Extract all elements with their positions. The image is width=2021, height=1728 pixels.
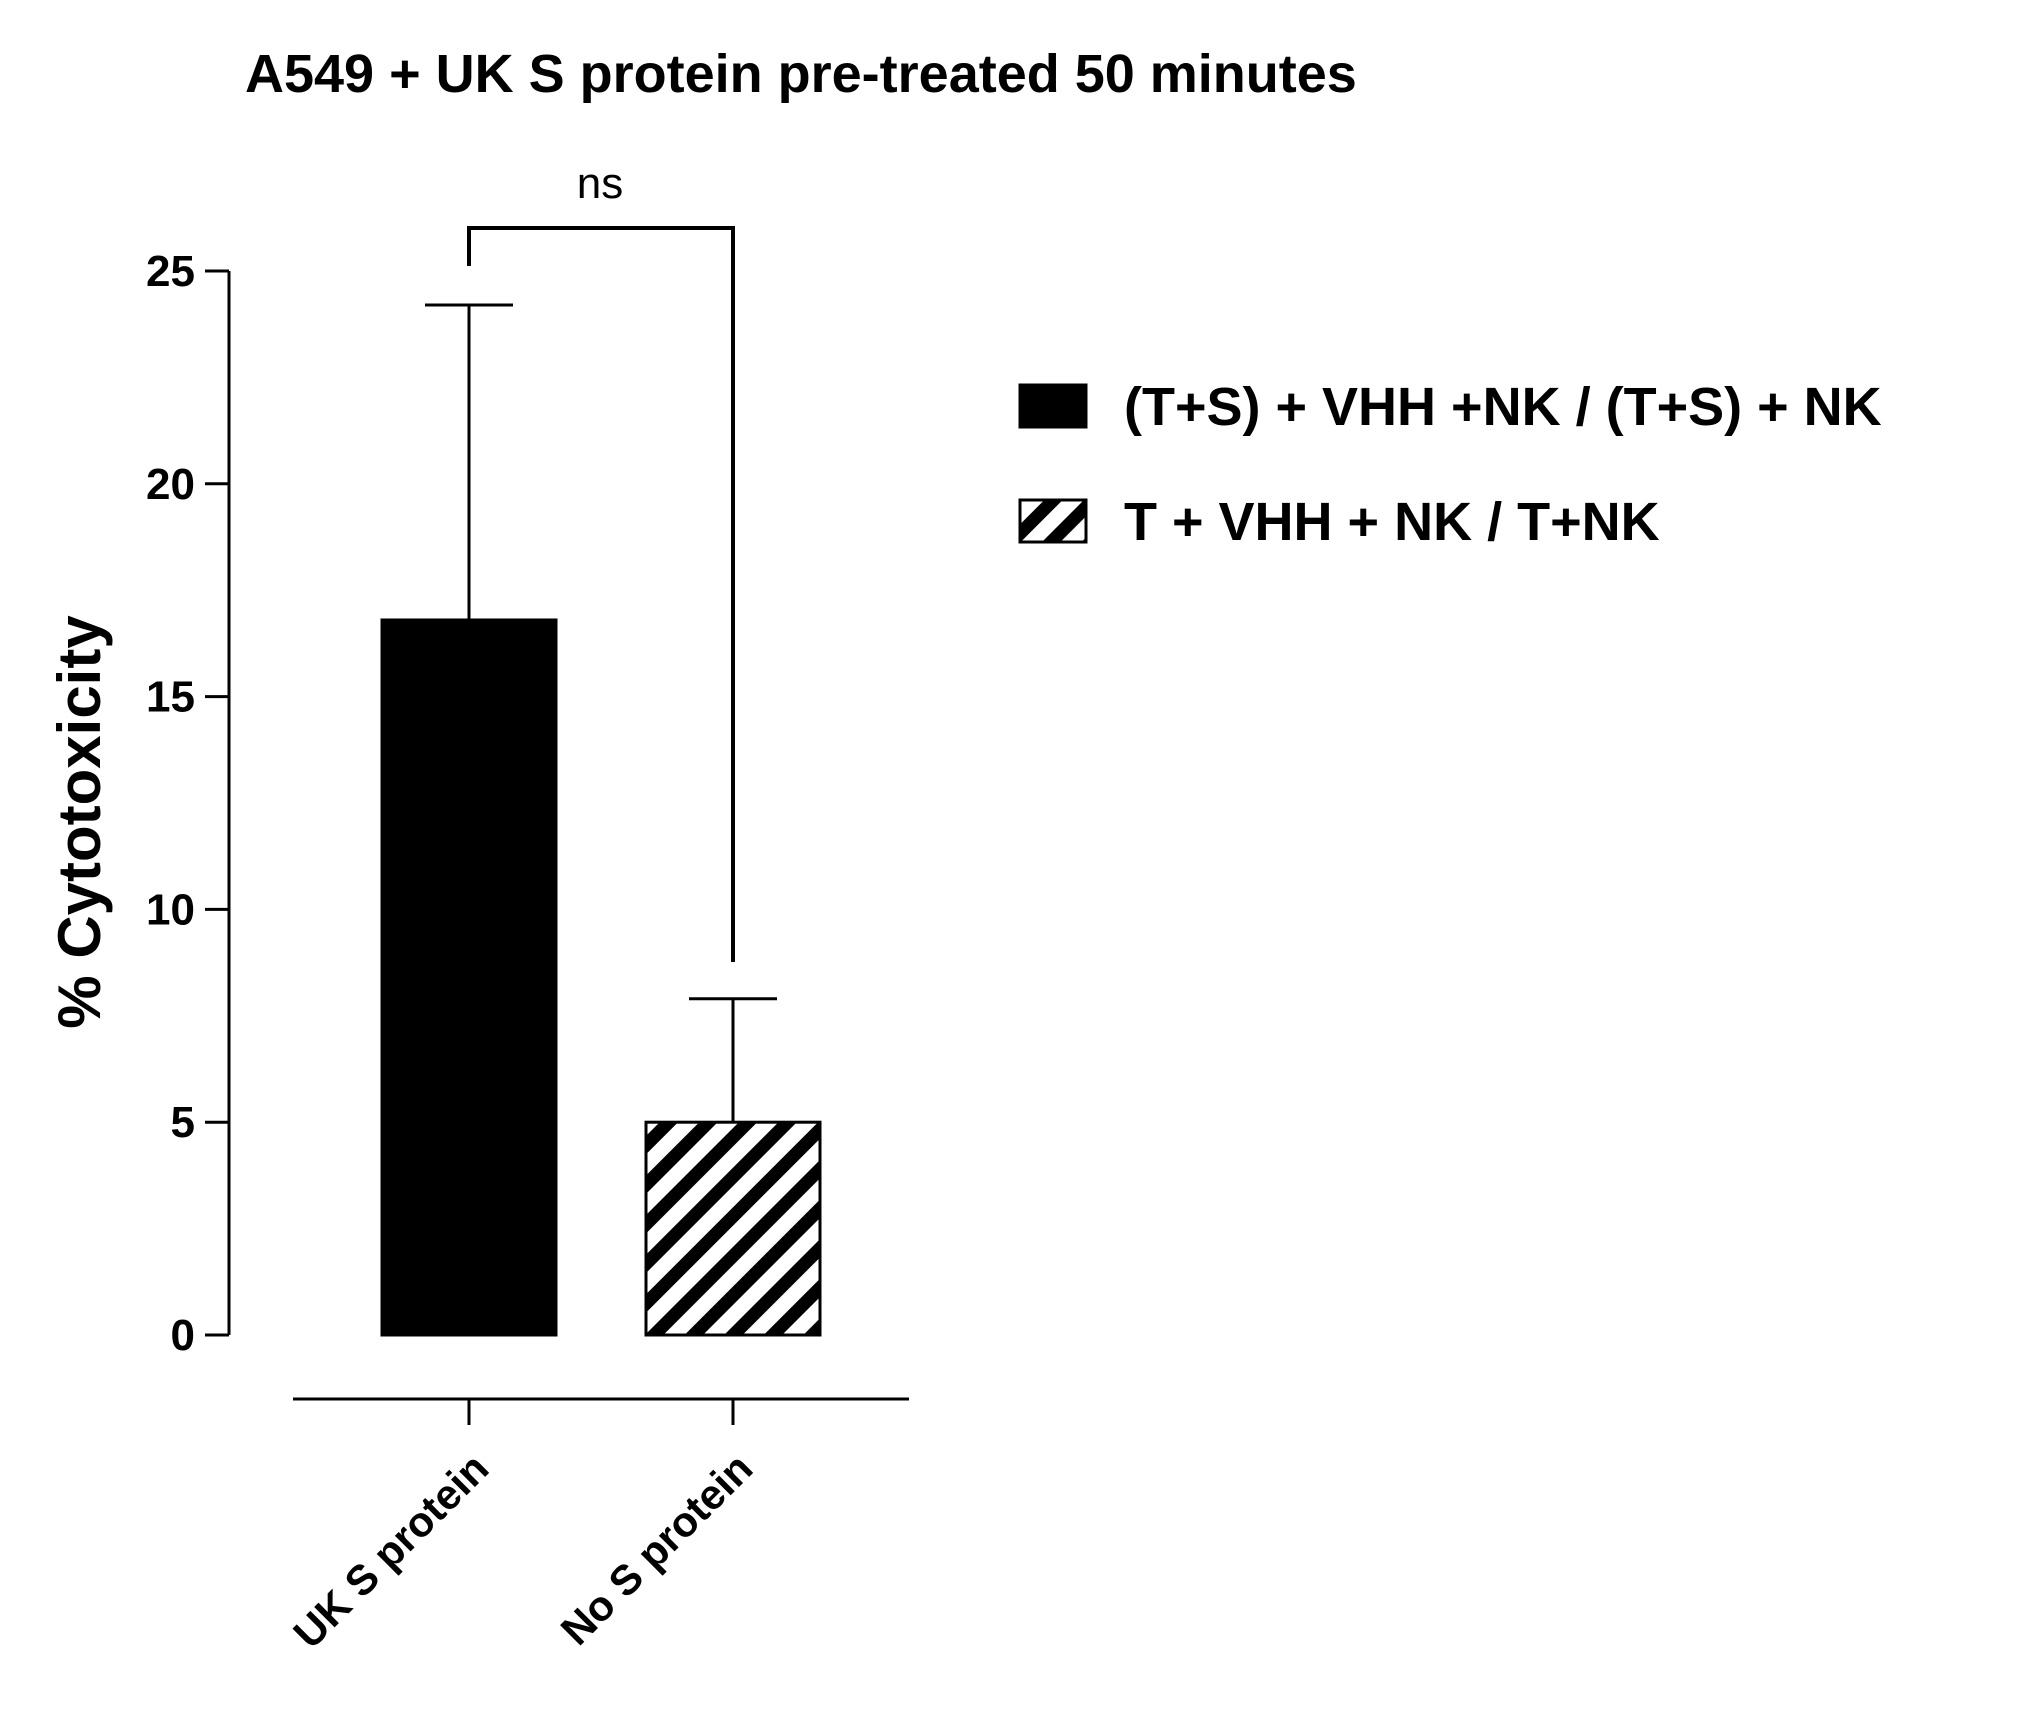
error-bars xyxy=(425,303,777,1123)
x-axis: UK S protein No S protein xyxy=(284,1397,909,1657)
x-tick-label: No S protein xyxy=(552,1444,762,1654)
y-tick-label: 5 xyxy=(171,1098,195,1147)
y-axis-label: % Cytotoxicity xyxy=(46,615,113,1029)
y-tick-label: 25 xyxy=(146,247,195,296)
legend: (T+S) + VHH +NK / (T+S) + NK T + VHH + NK… xyxy=(1018,377,1882,552)
y-tick-label: 10 xyxy=(146,885,195,934)
x-tick-label: UK S protein xyxy=(284,1444,497,1657)
significance-bracket-line xyxy=(467,226,735,962)
bar xyxy=(644,1120,822,1337)
chart-title: A549 + UK S protein pre-treated 50 minut… xyxy=(245,44,1357,104)
bars xyxy=(380,618,822,1337)
y-tick-label: 15 xyxy=(146,673,195,722)
legend-label: (T+S) + VHH +NK / (T+S) + NK xyxy=(1124,377,1882,437)
bar xyxy=(380,618,558,1337)
significance-bracket: ns xyxy=(467,159,735,962)
y-tick-label: 20 xyxy=(146,460,195,509)
legend-swatch xyxy=(1018,498,1088,544)
significance-label: ns xyxy=(577,159,623,208)
y-tick-label: 0 xyxy=(171,1311,195,1360)
legend-label: T + VHH + NK / T+NK xyxy=(1124,492,1660,552)
y-axis: 0 5 10 15 20 25 xyxy=(146,247,231,1360)
legend-swatch xyxy=(1018,383,1088,429)
